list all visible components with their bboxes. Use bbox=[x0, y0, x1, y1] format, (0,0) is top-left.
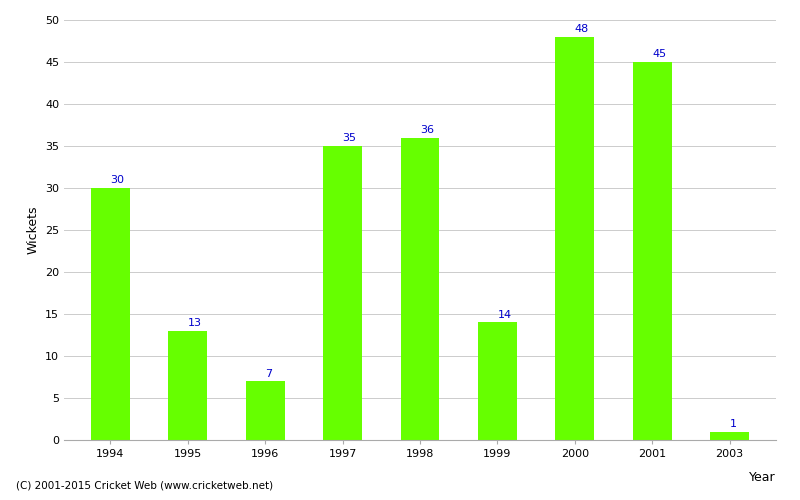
Bar bbox=[633, 62, 671, 440]
Text: 7: 7 bbox=[266, 368, 272, 378]
Text: (C) 2001-2015 Cricket Web (www.cricketweb.net): (C) 2001-2015 Cricket Web (www.cricketwe… bbox=[16, 480, 273, 490]
Y-axis label: Wickets: Wickets bbox=[26, 206, 39, 254]
Bar bbox=[401, 138, 439, 440]
Text: Year: Year bbox=[750, 470, 776, 484]
Bar bbox=[169, 331, 207, 440]
Bar bbox=[555, 37, 594, 440]
Bar bbox=[246, 381, 285, 440]
Text: 30: 30 bbox=[110, 176, 125, 186]
Text: 14: 14 bbox=[498, 310, 511, 320]
Bar bbox=[710, 432, 749, 440]
Text: 36: 36 bbox=[420, 125, 434, 135]
Text: 45: 45 bbox=[652, 50, 666, 59]
Text: 35: 35 bbox=[342, 134, 357, 143]
Bar bbox=[478, 322, 517, 440]
Bar bbox=[91, 188, 130, 440]
Text: 1: 1 bbox=[730, 419, 737, 429]
Text: 48: 48 bbox=[574, 24, 589, 34]
Bar bbox=[323, 146, 362, 440]
Text: 13: 13 bbox=[188, 318, 202, 328]
